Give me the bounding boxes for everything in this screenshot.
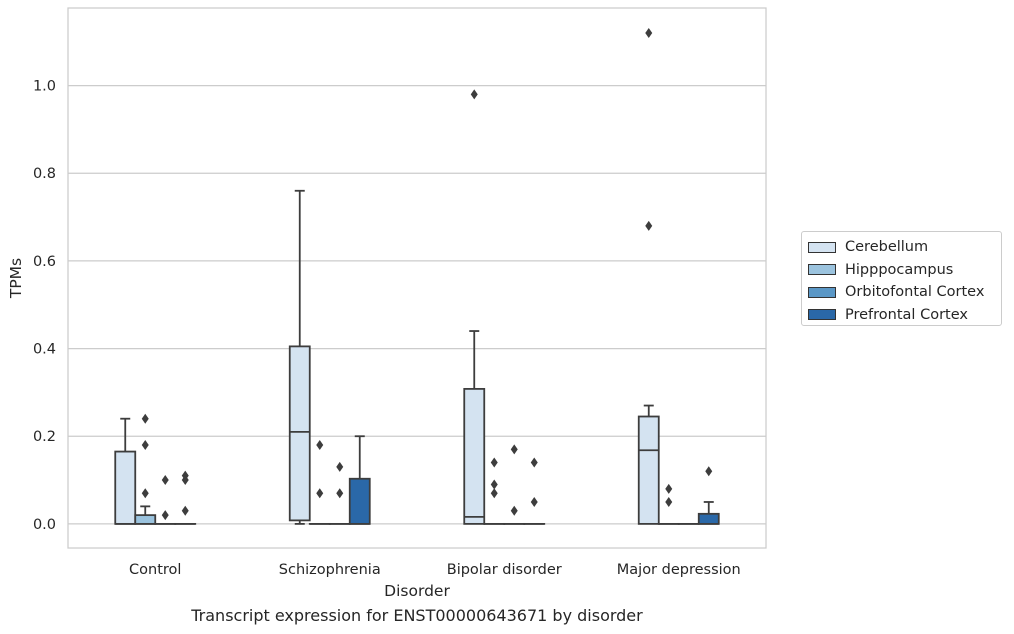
box-body <box>114 450 137 525</box>
y-tick-label: 0.6 <box>33 254 56 270</box>
outlier-point <box>510 505 518 516</box>
y-tick-labels: 0.0 0.2 0.4 0.6 0.8 1.0 <box>33 79 56 533</box>
grid-lines <box>68 84 766 525</box>
outlier-point <box>530 496 538 507</box>
outlier-point <box>336 488 344 499</box>
legend-item: Prefrontal Cortex <box>808 304 995 327</box>
x-tick-label: Bipolar disorder <box>447 562 562 578</box>
x-tick-label: Major depression <box>617 562 741 578</box>
legend-label: Hipppocampus <box>845 261 954 278</box>
box-body <box>288 345 311 522</box>
outlier-point <box>470 89 478 100</box>
outlier-point <box>705 466 713 477</box>
legend-label: Cerebellum <box>845 239 929 256</box>
outlier-point <box>510 444 518 455</box>
outlier-point <box>336 461 344 472</box>
x-tick-label: Control <box>129 562 181 578</box>
y-tick-label: 0.2 <box>33 429 56 445</box>
outlier-point <box>490 479 498 490</box>
x-tick-labels: Control Schizophrenia Bipolar disorder Majo… <box>129 562 741 578</box>
outlier-point <box>316 439 324 450</box>
x-tick-label: Schizophrenia <box>279 562 381 578</box>
outlier-point <box>141 488 149 499</box>
x-axis-label: Disorder <box>384 582 450 600</box>
legend-swatch <box>808 241 836 253</box>
box-0-2 <box>463 89 486 525</box>
y-tick-label: 1.0 <box>33 79 56 95</box>
legend: Cerebellum Hipppocampus Orbitofontal Corte… <box>801 231 1002 326</box>
legend-item: Hipppocampus <box>808 259 995 282</box>
plot-area-frame <box>67 7 767 549</box>
box-body <box>134 514 157 525</box>
outlier-point <box>530 457 538 468</box>
outlier-point <box>645 27 653 38</box>
legend-label: Orbitofontal Cortex <box>845 284 985 301</box>
box-1-1 <box>308 439 331 525</box>
box-3-1 <box>348 435 371 525</box>
legend-label: Prefrontal Cortex <box>845 306 968 323</box>
y-tick-label: 0.8 <box>33 166 56 182</box>
legend-item: Orbitofontal Cortex <box>808 281 995 304</box>
outlier-point <box>665 483 673 494</box>
box-0-3 <box>637 27 660 525</box>
box-2-0 <box>154 475 177 525</box>
outlier-point <box>141 439 149 450</box>
box-0-1 <box>288 189 311 525</box>
box-3-0 <box>174 470 197 525</box>
box-body <box>348 477 371 525</box>
legend-swatch <box>808 264 836 276</box>
outlier-point <box>161 475 169 486</box>
outlier-point <box>316 488 324 499</box>
legend-swatch <box>808 286 836 298</box>
box-1-3 <box>657 483 680 525</box>
y-tick-label: 0.4 <box>33 342 56 358</box>
legend-swatch <box>808 309 836 321</box>
y-tick-label: 0.0 <box>33 517 56 533</box>
outlier-point <box>181 505 189 516</box>
y-axis-label: TPMs <box>7 258 25 299</box>
outlier-point <box>645 220 653 231</box>
chart-caption: Transcript expression for ENST0000064367… <box>191 606 643 625</box>
box-3-3 <box>697 466 720 525</box>
box-body <box>637 415 660 525</box>
outlier-point <box>181 470 189 481</box>
outlier-point <box>490 488 498 499</box>
box-body <box>463 387 486 525</box>
outlier-point <box>490 457 498 468</box>
box-body <box>697 512 720 525</box>
box-0-0 <box>114 417 137 525</box>
outlier-point <box>161 510 169 521</box>
box-1-2 <box>483 457 506 525</box>
outlier-point <box>141 413 149 424</box>
box-3-2 <box>523 457 546 525</box>
box-2-2 <box>503 444 526 525</box>
box-plot-marks <box>114 27 720 525</box>
box-2-1 <box>328 461 351 525</box>
legend-item: Cerebellum <box>808 236 995 259</box>
box-1-0 <box>134 413 157 525</box>
outlier-point <box>665 496 673 507</box>
